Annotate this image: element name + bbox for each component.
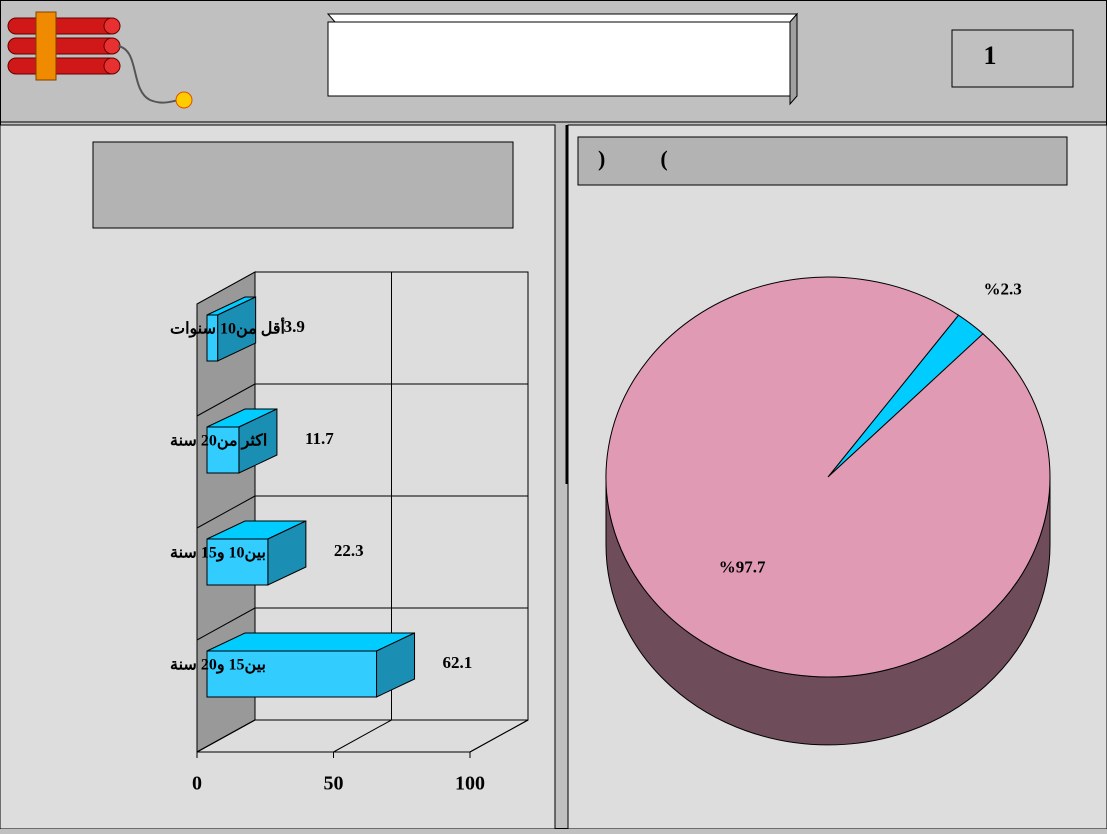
page-number: 1: [984, 41, 997, 70]
category-label: أقل من10 سنوات: [170, 317, 285, 339]
value-label: 3.9: [284, 317, 305, 336]
value-label: %97.7: [719, 558, 766, 577]
bar: [206, 650, 378, 698]
value-label: 22.3: [334, 541, 364, 560]
bar: [206, 426, 240, 474]
value-label: 62.1: [443, 653, 473, 672]
dynamite-icon: [7, 11, 193, 109]
bar: [206, 538, 269, 586]
category-label: اكثر من20 سنة: [170, 433, 267, 451]
bar-title-box: [92, 141, 514, 229]
grid-line: [196, 719, 256, 753]
row-line: [196, 383, 256, 417]
category-label: بين10 و15 سنة: [170, 545, 266, 563]
value-label: %2.3: [983, 279, 1021, 298]
value-label: 11.7: [305, 429, 334, 448]
pie-title-box: [577, 136, 1068, 186]
pie-slice: [605, 276, 1051, 678]
x-tick-label: 50: [324, 773, 344, 795]
category-label: بين15 و20 سنة: [170, 657, 266, 675]
grid-line: [469, 719, 529, 753]
page-number-box: [951, 29, 1074, 88]
title-box: [326, 12, 799, 106]
pie-chart: %2.3 %97.7: [605, 276, 1051, 746]
grid-line: [333, 719, 392, 753]
x-tick-label: 100: [455, 773, 485, 795]
row-line: [196, 607, 256, 641]
pie-title: ) (: [598, 146, 668, 171]
row-line: [196, 495, 256, 529]
x-tick-label: 0: [192, 773, 202, 795]
bar: [206, 314, 219, 362]
